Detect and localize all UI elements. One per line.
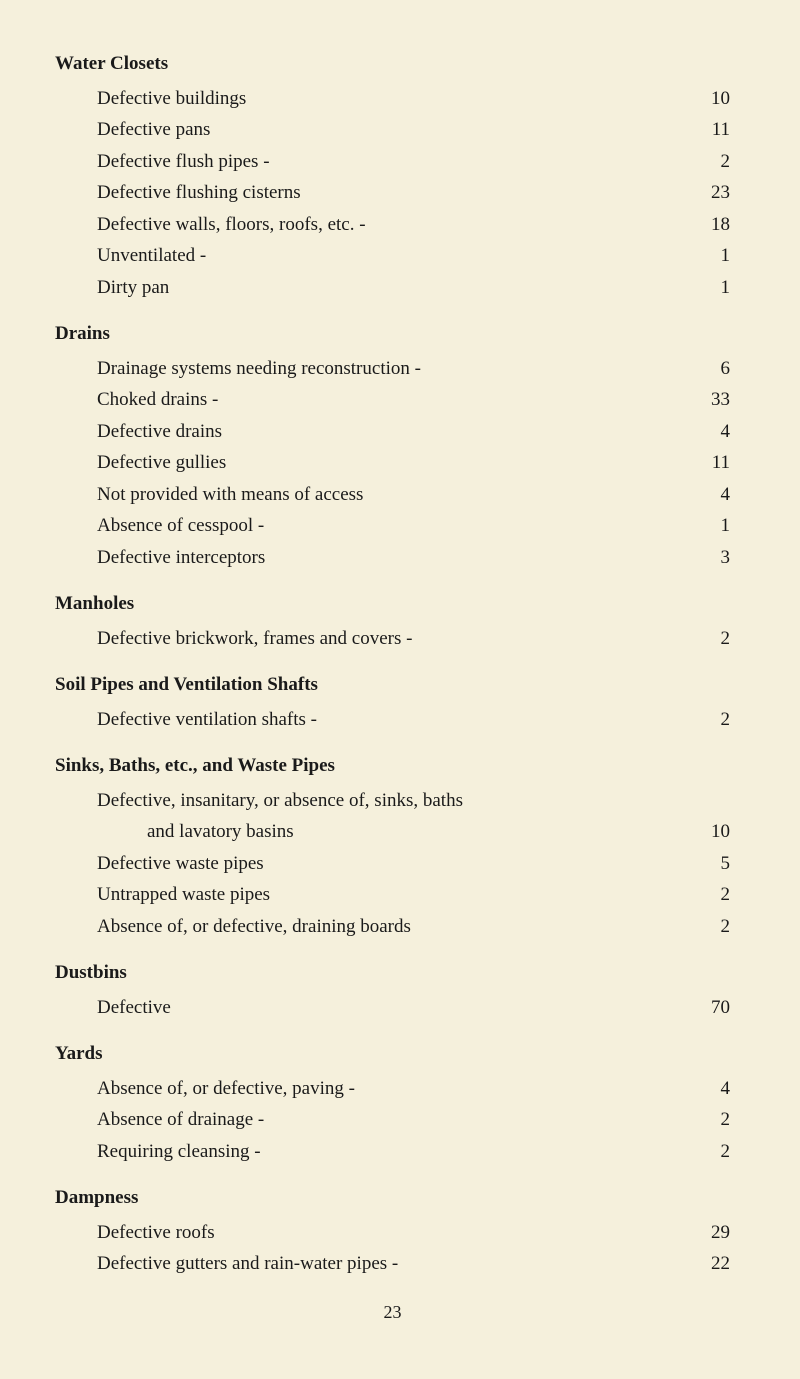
page-number: 23 [55,1299,730,1326]
item-label: Unventilated - [97,242,206,271]
list-item: Defective interceptors 3 [55,544,730,573]
document-page: Water ClosetsDefective buildings10Defect… [55,50,730,1279]
list-item: Unventilated - 1 [55,242,730,271]
list-item: Untrapped waste pipes 2 [55,881,730,910]
item-label: Defective walls, floors, roofs, etc. - [97,211,366,240]
section-heading: Dustbins [55,959,730,988]
item-label: Defective flushing cisterns [97,179,301,208]
item-value: 5 [690,850,730,879]
list-item: Defective flush pipes - 2 [55,148,730,177]
item-value: 18 [690,211,730,240]
list-item: Defective 70 [55,994,730,1023]
item-value: 10 [690,85,730,114]
list-item: Defective gullies 11 [55,449,730,478]
list-item: Dirty pan 1 [55,274,730,303]
section-heading: Drains [55,320,730,349]
section-heading: Yards [55,1040,730,1069]
list-item: Defective gutters and rain-water pipes -… [55,1250,730,1279]
item-value: 2 [690,625,730,654]
item-value: 70 [690,994,730,1023]
item-label: Dirty pan [97,274,169,303]
list-item: Defective ventilation shafts - 2 [55,706,730,735]
section-heading: Sinks, Baths, etc., and Waste Pipes [55,752,730,781]
list-item: Requiring cleansing - 2 [55,1138,730,1167]
item-label: Defective pans [97,116,210,145]
item-value: 2 [690,148,730,177]
list-item: Absence of drainage - 2 [55,1106,730,1135]
section-heading: Water Closets [55,50,730,79]
item-label: Drainage systems needing reconstruction … [97,355,421,384]
item-value: 1 [690,512,730,541]
item-value: 2 [690,1138,730,1167]
section-heading: Dampness [55,1184,730,1213]
list-item: Defective buildings 10 [55,85,730,114]
list-item: Absence of, or defective, paving - 4 [55,1075,730,1104]
item-value: 33 [690,386,730,415]
item-label: Defective ventilation shafts - [97,706,317,735]
item-label: Defective, insanitary, or absence of, si… [97,787,463,816]
item-value: 4 [690,481,730,510]
list-item: Defective pans 11 [55,116,730,145]
item-label: Absence of drainage - [97,1106,264,1135]
list-item: Choked drains - 33 [55,386,730,415]
item-label: Absence of, or defective, paving - [97,1075,355,1104]
item-sublabel: and lavatory basins [147,818,294,847]
list-item: Drainage systems needing reconstruction … [55,355,730,384]
item-label: Requiring cleansing - [97,1138,261,1167]
item-label: Absence of cesspool - [97,512,264,541]
item-label: Not provided with means of access [97,481,363,510]
item-value: 6 [690,355,730,384]
item-label: Defective waste pipes [97,850,264,879]
item-value: 2 [690,913,730,942]
item-label: Defective brickwork, frames and covers - [97,625,412,654]
list-item: Defective drains 4 [55,418,730,447]
list-item: Not provided with means of access 4 [55,481,730,510]
list-item: Defective brickwork, frames and covers -… [55,625,730,654]
section-heading: Soil Pipes and Ventilation Shafts [55,671,730,700]
list-item: Absence of cesspool - 1 [55,512,730,541]
item-value: 2 [690,706,730,735]
item-label: Choked drains - [97,386,218,415]
item-value: 4 [690,418,730,447]
list-item: Defective flushing cisterns 23 [55,179,730,208]
list-item-continuation: and lavatory basins 10 [55,818,730,847]
item-value: 29 [690,1219,730,1248]
item-label: Absence of, or defective, draining board… [97,913,411,942]
item-value: 11 [690,449,730,478]
item-label: Defective gullies [97,449,226,478]
item-label: Defective [97,994,171,1023]
list-item: Defective roofs 29 [55,1219,730,1248]
item-value: 2 [690,1106,730,1135]
item-value: 2 [690,881,730,910]
item-value: 3 [690,544,730,573]
item-label: Defective buildings [97,85,246,114]
list-item: Absence of, or defective, draining board… [55,913,730,942]
item-value: 4 [690,1075,730,1104]
list-item: Defective walls, floors, roofs, etc. - 18 [55,211,730,240]
item-value: 10 [690,818,730,847]
item-label: Defective gutters and rain-water pipes - [97,1250,398,1279]
item-label: Defective drains [97,418,222,447]
item-value: 1 [690,242,730,271]
list-item: Defective, insanitary, or absence of, si… [55,787,730,816]
item-value: 1 [690,274,730,303]
item-label: Defective interceptors [97,544,265,573]
item-value: 11 [690,116,730,145]
item-value: 22 [690,1250,730,1279]
list-item: Defective waste pipes 5 [55,850,730,879]
item-value: 23 [690,179,730,208]
section-heading: Manholes [55,590,730,619]
item-label: Defective flush pipes - [97,148,270,177]
item-label: Defective roofs [97,1219,215,1248]
item-label: Untrapped waste pipes [97,881,270,910]
